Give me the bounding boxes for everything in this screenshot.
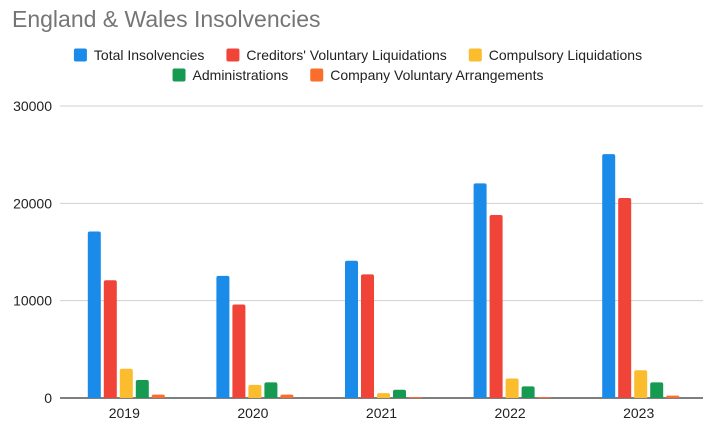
bar-2023-series-2 xyxy=(634,370,648,398)
x-tick-label: 2020 xyxy=(237,405,268,421)
y-tick-label: 20000 xyxy=(13,195,52,211)
bar-2023-series-4 xyxy=(666,395,680,398)
legend-swatch xyxy=(310,68,324,82)
bar-2019-series-3 xyxy=(135,379,149,398)
bar-2022-series-3 xyxy=(521,386,535,398)
y-axis: 0 10000 20000 30000 xyxy=(13,98,52,406)
bar-2021-series-4 xyxy=(409,397,422,398)
legend-swatch xyxy=(172,68,186,82)
y-tick-label: 0 xyxy=(44,390,52,406)
y-tick-label: 10000 xyxy=(13,293,52,309)
bar-2021-series-0 xyxy=(345,260,358,398)
chart-title: England & Wales Insolvencies xyxy=(12,6,321,32)
bar-2020-series-0 xyxy=(216,275,230,398)
legend-label: Company Voluntary Arrangements xyxy=(330,67,543,83)
legend-label: Administrations xyxy=(193,67,289,83)
bar-2019-series-2 xyxy=(119,368,133,398)
bar-2021-series-2 xyxy=(377,393,390,398)
legend-swatch xyxy=(468,48,482,62)
legend-label: Compulsory Liquidations xyxy=(489,47,642,63)
bar-2021-series-1 xyxy=(361,274,374,398)
bar-2022-series-1 xyxy=(489,215,503,398)
legend-swatch xyxy=(73,48,87,62)
bar-2021-series-3 xyxy=(393,389,406,398)
bars xyxy=(87,154,680,398)
bar-2020-series-4 xyxy=(280,394,294,398)
legend: Total Insolvencies Creditors' Voluntary L… xyxy=(73,47,642,83)
bar-2022-series-4 xyxy=(537,397,551,398)
bar-2023-series-0 xyxy=(602,154,616,398)
x-tick-label: 2021 xyxy=(366,405,397,421)
bar-2020-series-1 xyxy=(232,304,246,398)
x-tick-label: 2023 xyxy=(623,405,654,421)
bar-2020-series-3 xyxy=(264,382,278,398)
bar-2019-series-0 xyxy=(87,231,101,398)
legend-label: Total Insolvencies xyxy=(94,47,205,63)
legend-label: Creditors' Voluntary Liquidations xyxy=(246,47,446,63)
x-tick-label: 2019 xyxy=(109,405,140,421)
x-tick-label: 2022 xyxy=(495,405,526,421)
bar-2022-series-0 xyxy=(473,183,487,398)
x-axis: 2019 2020 2021 2022 2023 xyxy=(109,405,655,421)
legend-swatch xyxy=(226,48,240,62)
bar-2023-series-3 xyxy=(650,382,664,398)
bar-2023-series-1 xyxy=(618,197,632,398)
bar-2020-series-2 xyxy=(248,384,262,398)
bar-2019-series-1 xyxy=(103,280,117,398)
bar-2022-series-2 xyxy=(505,378,519,398)
y-tick-label: 30000 xyxy=(13,98,52,114)
bar-2019-series-4 xyxy=(151,394,165,398)
